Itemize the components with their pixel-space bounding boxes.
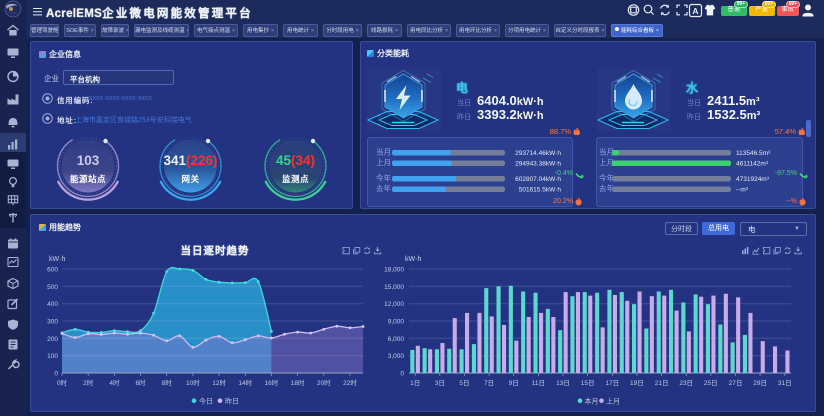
svg-text:31日: 31日 [778, 379, 792, 387]
svg-text:200: 200 [47, 336, 58, 343]
svg-text:9日: 9日 [509, 379, 519, 387]
svg-text:4611142m³: 4611142m³ [736, 161, 769, 168]
svg-text:18时: 18时 [291, 378, 305, 387]
svg-text:3日: 3日 [435, 379, 445, 387]
svg-text:501615.5kW·h: 501615.5kW·h [519, 187, 562, 194]
svg-text:A: A [692, 6, 698, 16]
svg-text:当月: 当月 [599, 147, 614, 157]
svg-text:20时: 20时 [317, 378, 331, 387]
svg-text:上月: 上月 [599, 158, 614, 167]
svg-text:21日: 21日 [655, 379, 669, 387]
svg-text:当月: 当月 [376, 147, 391, 157]
svg-text:本月: 本月 [585, 397, 599, 406]
svg-text:能源站点: 能源站点 [70, 174, 106, 184]
svg-text:103: 103 [77, 153, 100, 168]
svg-text:0: 0 [400, 371, 404, 378]
svg-text:4时: 4时 [109, 378, 120, 387]
svg-text:6,000: 6,000 [388, 336, 405, 343]
svg-text:17日: 17日 [605, 379, 619, 387]
svg-text:2时: 2时 [83, 378, 94, 387]
svg-text:去年: 去年 [376, 183, 391, 193]
svg-text:400: 400 [47, 301, 58, 308]
svg-text:15日: 15日 [581, 379, 595, 387]
svg-text:8时: 8时 [162, 378, 173, 387]
svg-text:18,000: 18,000 [384, 267, 404, 274]
svg-text:昨日: 昨日 [225, 397, 239, 406]
svg-text:kW·h: kW·h [405, 256, 421, 263]
svg-text:今年: 今年 [376, 173, 391, 183]
svg-text:去年: 去年 [599, 183, 614, 193]
svg-text:今年: 今年 [599, 173, 614, 183]
svg-text:294943.38kW·h: 294943.38kW·h [515, 161, 561, 168]
svg-text:0: 0 [54, 371, 58, 378]
svg-text:7日: 7日 [484, 379, 494, 387]
svg-text:341(226): 341(226) [163, 153, 217, 168]
svg-text:kW·h: kW·h [49, 256, 65, 263]
svg-text:4731924m³: 4731924m³ [736, 176, 770, 183]
svg-text:29日: 29日 [753, 379, 767, 387]
svg-text:300: 300 [47, 319, 58, 326]
svg-text:11日: 11日 [532, 379, 545, 387]
svg-text:45(34): 45(34) [276, 153, 315, 168]
svg-text:网关: 网关 [181, 174, 199, 184]
svg-text:113546.5m³: 113546.5m³ [736, 150, 771, 157]
svg-text:12时: 12时 [212, 378, 226, 387]
svg-text:0时: 0时 [57, 378, 68, 387]
svg-text:上月: 上月 [606, 397, 620, 406]
svg-text:6时: 6时 [135, 378, 146, 387]
svg-text:100: 100 [47, 353, 58, 360]
svg-text:1日: 1日 [410, 379, 420, 387]
svg-text:当日逐时趋势: 当日逐时趋势 [181, 244, 250, 257]
svg-text:5日: 5日 [459, 379, 469, 387]
svg-text:22时: 22时 [343, 378, 357, 387]
svg-text:13日: 13日 [556, 379, 570, 387]
svg-text:500: 500 [47, 284, 58, 291]
svg-text:25日: 25日 [704, 379, 718, 387]
svg-text:600: 600 [47, 267, 58, 274]
svg-text:293714.46kW·h: 293714.46kW·h [515, 150, 561, 157]
svg-text:23日: 23日 [679, 379, 693, 387]
svg-text:--m³: --m³ [736, 187, 749, 194]
svg-text:15,000: 15,000 [384, 284, 404, 291]
svg-text:14时: 14时 [238, 378, 252, 387]
svg-text:监测点: 监测点 [282, 174, 309, 184]
svg-text:今日: 今日 [199, 397, 213, 406]
svg-text:10时: 10时 [186, 378, 200, 387]
svg-text:上月: 上月 [376, 158, 391, 167]
svg-text:12,000: 12,000 [384, 301, 404, 308]
svg-text:3,000: 3,000 [388, 353, 405, 360]
svg-text:9,000: 9,000 [388, 319, 405, 326]
svg-text:19日: 19日 [630, 379, 644, 387]
svg-text:602807.04kW·h: 602807.04kW·h [515, 176, 561, 183]
svg-text:27日: 27日 [729, 379, 743, 387]
svg-text:16时: 16时 [265, 378, 279, 387]
